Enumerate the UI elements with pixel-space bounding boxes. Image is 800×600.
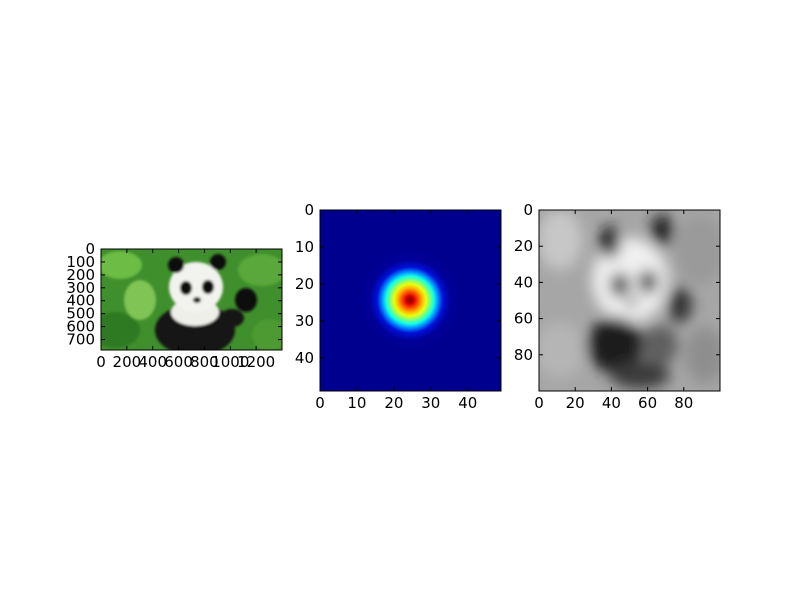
- panda-photo-y-tick-label: 400: [66, 292, 95, 310]
- blurred-panda-y-tick-label: 40: [514, 273, 533, 291]
- subplot-gaussian-kernel: 0 10 20 30 40 0 10 20 30 40: [295, 201, 502, 412]
- panda-photo-frame: [100, 248, 283, 351]
- blurred-panda-x-tick-label: 20: [566, 394, 585, 412]
- blurred-panda-y-tick-label: 80: [514, 346, 533, 364]
- blurred-panda-x-tick-label: 0: [534, 394, 544, 412]
- blurred-panda-y-tick-label: 60: [514, 310, 533, 328]
- blurred-panda-x-tick-label: 60: [638, 394, 657, 412]
- panda-photo-y-tick-label: 300: [66, 279, 95, 297]
- blurred-panda-x-tick-label: 40: [602, 394, 621, 412]
- gaussian-kernel-y-tick-label: 40: [295, 349, 314, 367]
- gaussian-kernel-y-tick-label: 20: [295, 275, 314, 293]
- panda-photo-x-tick-label: 1000: [211, 353, 249, 371]
- gaussian-kernel-y-tick-label: 0: [304, 201, 314, 219]
- blurred-panda-ticks: 0 20 40 60 80 0 20 40 60 80: [514, 201, 720, 412]
- gaussian-kernel-x-tick-label: 10: [347, 394, 366, 412]
- panda-photo-y-tick-label: 100: [66, 253, 95, 271]
- gaussian-kernel-frame: [319, 209, 502, 392]
- gaussian-kernel-y-tick-label: 30: [295, 312, 314, 330]
- gaussian-kernel-x-tick-label: 20: [384, 394, 403, 412]
- gaussian-kernel-x-tick-label: 30: [421, 394, 440, 412]
- panda-photo-y-tick-label: 500: [66, 305, 95, 323]
- blurred-panda-x-tick-label: 80: [674, 394, 693, 412]
- panda-photo-x-tick-label: 0: [96, 353, 106, 371]
- panda-photo-y-tick-label: 700: [66, 331, 95, 349]
- gaussian-kernel-x-tick-label: 0: [315, 394, 325, 412]
- panda-photo-ticks: 0 200400600800100012000100200300400500600…: [66, 240, 282, 371]
- subplot-panda-photo: 0 200400600800100012000100200300400500600…: [66, 240, 283, 371]
- blurred-panda-y-tick-label: 20: [514, 237, 533, 255]
- gaussian-kernel-image: [320, 210, 501, 391]
- blurred-panda-image: [539, 210, 720, 391]
- panda-photo-image: [101, 249, 282, 350]
- panda-photo-y-tick-label: 200: [66, 266, 95, 284]
- gaussian-kernel-x-tick-label: 40: [458, 394, 477, 412]
- panda-photo-x-tick-label: 200: [113, 353, 142, 371]
- gaussian-kernel-y-tick-label: 10: [295, 238, 314, 256]
- panda-photo-x-tick-label: 800: [190, 353, 219, 371]
- panda-photo-y-tick-label: 0: [85, 240, 95, 258]
- panda-photo-x-tick-label: 600: [164, 353, 193, 371]
- panda-photo-x-tick-label: 1200: [237, 353, 275, 371]
- gaussian-kernel-ticks: 0 10 20 30 40 0 10 20 30 40: [295, 201, 501, 412]
- blurred-panda-y-tick-label: 0: [523, 201, 533, 219]
- panda-photo-y-tick-label: 600: [66, 318, 95, 336]
- subplot-blurred-panda: 0 20 40 60 80 0 20 40 60 80: [514, 201, 721, 412]
- panda-photo-x-tick-label: 400: [138, 353, 167, 371]
- blurred-panda-frame: [538, 209, 721, 392]
